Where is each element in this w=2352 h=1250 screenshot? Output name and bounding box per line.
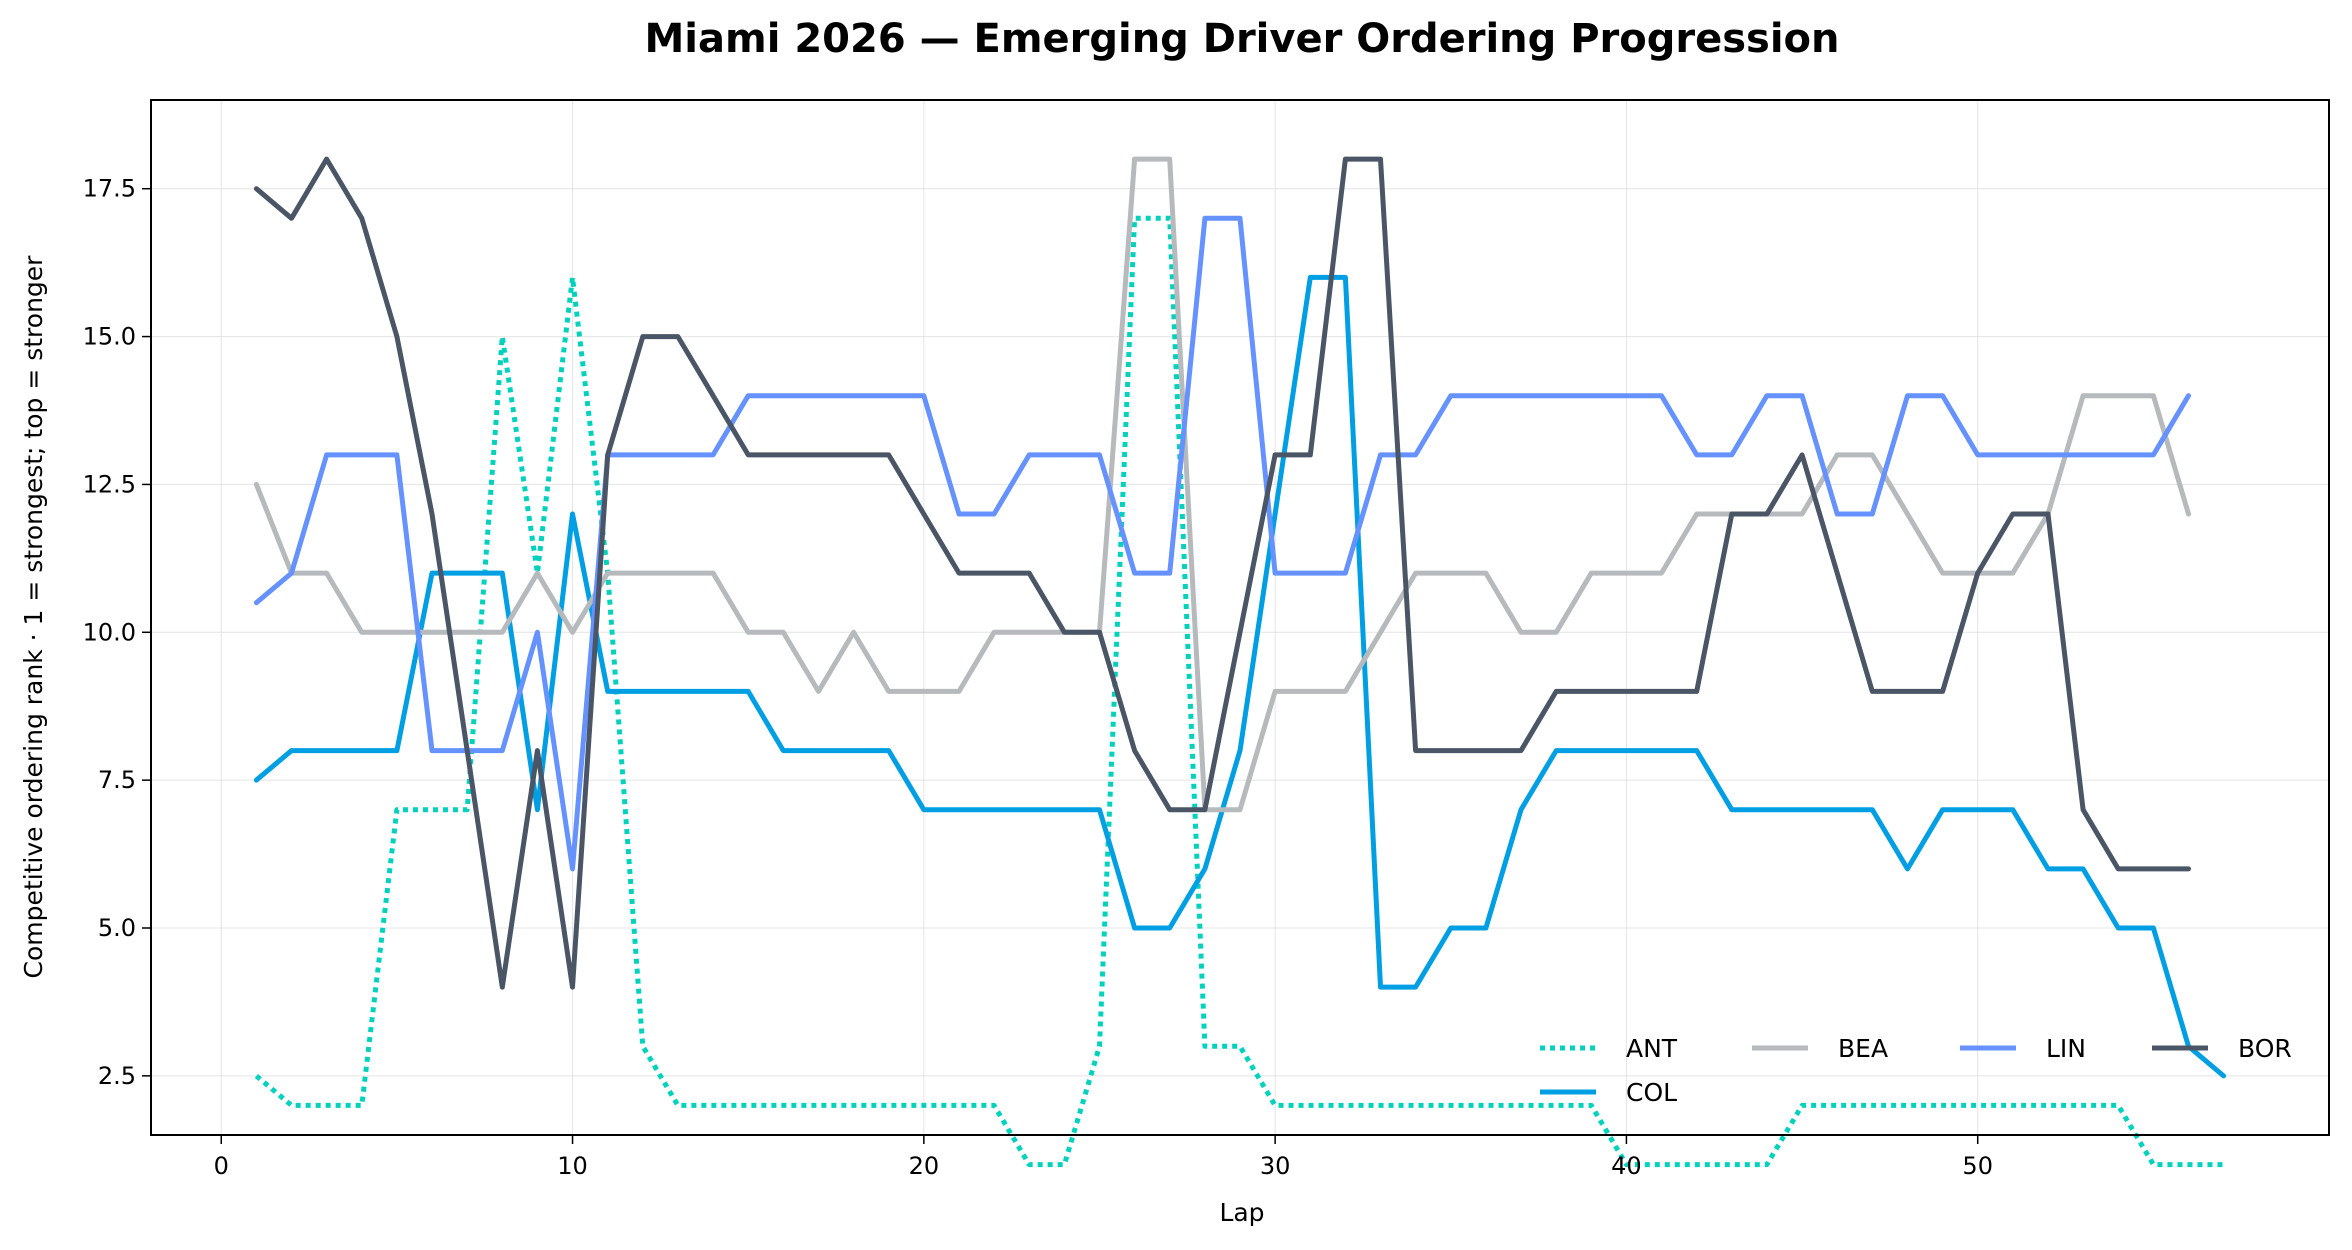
x-tick-label: 30 [1260, 1152, 1291, 1180]
series-line-bea [253, 156, 2191, 813]
x-axis: 0 10 20 30 40 50 [214, 1135, 1993, 1180]
legend-label-bea: BEA [1838, 1034, 1888, 1063]
y-axis: 2.5 5.0 7.5 10.0 12.5 15.0 17.5 [83, 175, 151, 1090]
plot-frame [150, 99, 2330, 1136]
series-line-bor [253, 156, 2191, 990]
x-tick-label: 0 [214, 1152, 229, 1180]
legend: ANT COL BEA LIN BOR [1540, 1034, 2292, 1107]
chart-title: Miami 2026 — Emerging Driver Ordering Pr… [645, 16, 1840, 62]
legend-label-ant: ANT [1626, 1034, 1678, 1063]
y-tick-label: 12.5 [83, 470, 136, 498]
y-tick-label: 2.5 [98, 1062, 136, 1090]
y-tick-label: 17.5 [83, 175, 136, 203]
x-tick-label: 10 [557, 1152, 588, 1180]
x-axis-label: Lap [1219, 1198, 1264, 1227]
y-tick-label: 7.5 [98, 766, 136, 794]
series-line-lin [253, 215, 2191, 872]
series-group [253, 156, 2227, 1168]
y-tick-label: 15.0 [83, 323, 136, 351]
grid [151, 100, 2329, 1135]
y-axis-label: Competitive ordering rank · 1 = stronges… [19, 255, 48, 979]
legend-label-lin: LIN [2046, 1034, 2086, 1063]
series-line-ant [254, 215, 2224, 1168]
x-tick-label: 20 [909, 1152, 940, 1180]
y-tick-label: 10.0 [83, 618, 136, 646]
legend-label-bor: BOR [2238, 1034, 2292, 1063]
x-tick-label: 40 [1611, 1152, 1642, 1180]
x-tick-label: 50 [1962, 1152, 1993, 1180]
series-line-col [253, 274, 2227, 1079]
legend-label-col: COL [1626, 1078, 1677, 1107]
y-tick-label: 5.0 [98, 914, 136, 942]
